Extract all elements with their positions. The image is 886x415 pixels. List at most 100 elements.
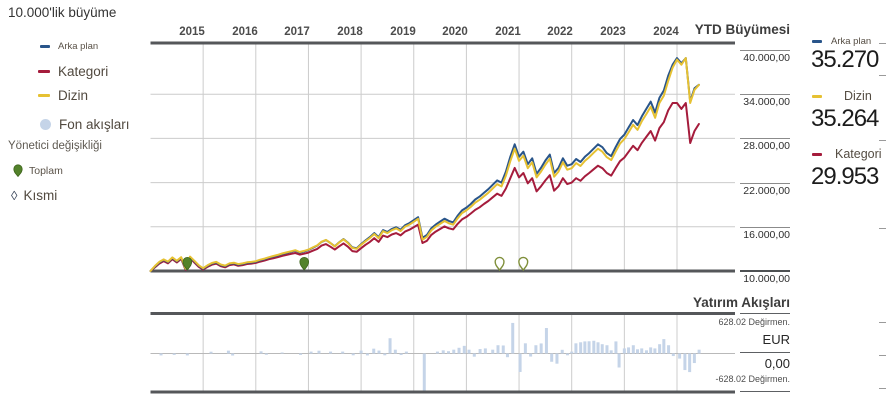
- fund-flow-bar[interactable]: [377, 350, 381, 354]
- ytd-label: Dizin: [844, 89, 872, 103]
- fund-flow-bar[interactable]: [644, 350, 648, 354]
- fund-flow-bar[interactable]: [422, 353, 426, 393]
- y-axis-line-34000: [740, 94, 790, 95]
- fund-flow-bar[interactable]: [600, 344, 604, 354]
- manager-change-partial-pin[interactable]: [518, 256, 529, 272]
- fund-flow-bar[interactable]: [491, 349, 495, 354]
- fund-flow-bar[interactable]: [614, 341, 618, 354]
- fund-flow-bar[interactable]: [658, 344, 662, 354]
- fund-flow-bar[interactable]: [534, 345, 538, 354]
- fund-flow-bar[interactable]: [351, 353, 355, 356]
- fund-flow-bar[interactable]: [472, 353, 476, 357]
- fund-flow-bar[interactable]: [388, 338, 392, 354]
- fund-flow-bar[interactable]: [640, 348, 644, 354]
- fund-flow-bar[interactable]: [544, 328, 548, 354]
- fund-flow-bar[interactable]: [478, 349, 482, 354]
- fund-flow-bar[interactable]: [583, 341, 587, 354]
- fund-flow-bar[interactable]: [393, 349, 397, 354]
- fund-flow-bar[interactable]: [483, 348, 487, 354]
- fund-flow-bar[interactable]: [467, 349, 471, 354]
- legend-item-dizin[interactable]: Dizin: [38, 88, 88, 103]
- manager-change-total-pin[interactable]: [182, 257, 193, 271]
- fund-flow-bar[interactable]: [359, 350, 363, 354]
- manager-change-partial-pin[interactable]: [494, 256, 505, 272]
- fund-flow-bar[interactable]: [555, 353, 559, 364]
- fund-flow-bar[interactable]: [511, 322, 515, 354]
- flows-max-label: 628.02 Değirmen.: [718, 317, 790, 327]
- fund-flow-bar[interactable]: [570, 351, 574, 354]
- fund-flow-bar[interactable]: [383, 353, 387, 356]
- legend-item-fon-akislari[interactable]: Fon akışları: [40, 117, 130, 132]
- fund-flow-bar[interactable]: [565, 353, 569, 356]
- fund-flow-bar[interactable]: [653, 348, 657, 354]
- ytd-row-kategori[interactable]: Kategori: [812, 147, 882, 161]
- fund-flow-bar[interactable]: [299, 353, 303, 355]
- fund-flow-bar[interactable]: [627, 347, 631, 354]
- fund-flow-bar[interactable]: [622, 348, 626, 354]
- fund-flow-bar[interactable]: [341, 351, 345, 354]
- fund-flow-bar[interactable]: [636, 349, 640, 354]
- fund-flow-bar[interactable]: [667, 345, 671, 354]
- fund-flow-bar[interactable]: [671, 353, 675, 357]
- edge-tick: [879, 228, 886, 229]
- legend-item-kategori[interactable]: Kategori: [38, 64, 108, 79]
- fund-flow-bar[interactable]: [264, 353, 268, 355]
- fund-flow-bar[interactable]: [692, 353, 696, 364]
- fund-flow-bar[interactable]: [231, 353, 235, 356]
- series-line-dizin[interactable]: [149, 57, 700, 272]
- fund-flow-bar[interactable]: [617, 353, 621, 368]
- fund-flow-bar[interactable]: [539, 343, 543, 354]
- fund-flow-bar[interactable]: [631, 345, 635, 354]
- fund-flow-bar[interactable]: [529, 353, 533, 357]
- fund-flow-bar[interactable]: [452, 349, 456, 354]
- fund-flow-bar[interactable]: [678, 353, 682, 359]
- fund-flow-bar[interactable]: [226, 350, 230, 354]
- fund-flow-bar[interactable]: [592, 340, 596, 354]
- fund-flow-bar[interactable]: [404, 351, 408, 354]
- fund-flow-bar[interactable]: [457, 347, 461, 354]
- fund-flow-bar[interactable]: [317, 350, 321, 354]
- fund-flow-bar[interactable]: [309, 351, 313, 354]
- fund-flow-bar[interactable]: [609, 350, 613, 354]
- fund-flow-bar[interactable]: [372, 348, 376, 354]
- legend-item-arka-plan[interactable]: Arka plan: [40, 41, 98, 52]
- fund-flow-bar[interactable]: [159, 353, 163, 356]
- fund-flow-bar[interactable]: [605, 345, 609, 354]
- fund-flow-bar[interactable]: [574, 343, 578, 354]
- fund-flow-bar[interactable]: [560, 349, 564, 354]
- legend-item-toplam[interactable]: Toplam: [13, 164, 63, 177]
- fund-flow-bar[interactable]: [329, 351, 333, 354]
- fund-flow-bar[interactable]: [518, 353, 522, 372]
- fund-flow-bar[interactable]: [523, 343, 527, 354]
- fund-flow-bar[interactable]: [365, 353, 369, 356]
- fund-flow-bar[interactable]: [649, 347, 653, 354]
- fund-flow-bar[interactable]: [683, 353, 687, 371]
- manager-change-total-pin[interactable]: [299, 257, 310, 271]
- series-line-kategori[interactable]: [149, 102, 700, 272]
- fund-flow-bar[interactable]: [446, 351, 450, 354]
- fund-flow-bar[interactable]: [185, 353, 189, 356]
- fund-flow-bar[interactable]: [209, 351, 213, 354]
- fund-flow-bar[interactable]: [550, 353, 554, 362]
- flows-min-label: -628.02 Değirmen.: [715, 374, 790, 384]
- fund-flow-bar[interactable]: [280, 352, 284, 354]
- legend-item-kismi[interactable]: ◊ Kısmi: [11, 188, 57, 203]
- fund-flow-bar[interactable]: [435, 351, 439, 354]
- fund-flow-bar[interactable]: [688, 353, 692, 373]
- fund-flow-bar[interactable]: [587, 341, 591, 354]
- fund-flow-bar[interactable]: [441, 350, 445, 354]
- fund-flow-bar[interactable]: [662, 339, 666, 354]
- ytd-row-arka-plan[interactable]: Arka plan: [812, 36, 871, 47]
- fund-flow-bar[interactable]: [505, 353, 509, 358]
- fund-flow-bar[interactable]: [501, 345, 505, 354]
- fund-flow-bar[interactable]: [462, 345, 466, 354]
- fund-flow-bar[interactable]: [399, 353, 403, 356]
- ytd-row-dizin[interactable]: Dizin: [812, 89, 872, 103]
- fund-flow-bar[interactable]: [172, 353, 176, 355]
- fund-flow-bar[interactable]: [496, 345, 500, 354]
- fund-flow-bar[interactable]: [579, 342, 583, 354]
- fund-flow-bar[interactable]: [259, 351, 263, 354]
- fund-flow-bar[interactable]: [596, 342, 600, 354]
- fund-flow-bar[interactable]: [697, 349, 701, 354]
